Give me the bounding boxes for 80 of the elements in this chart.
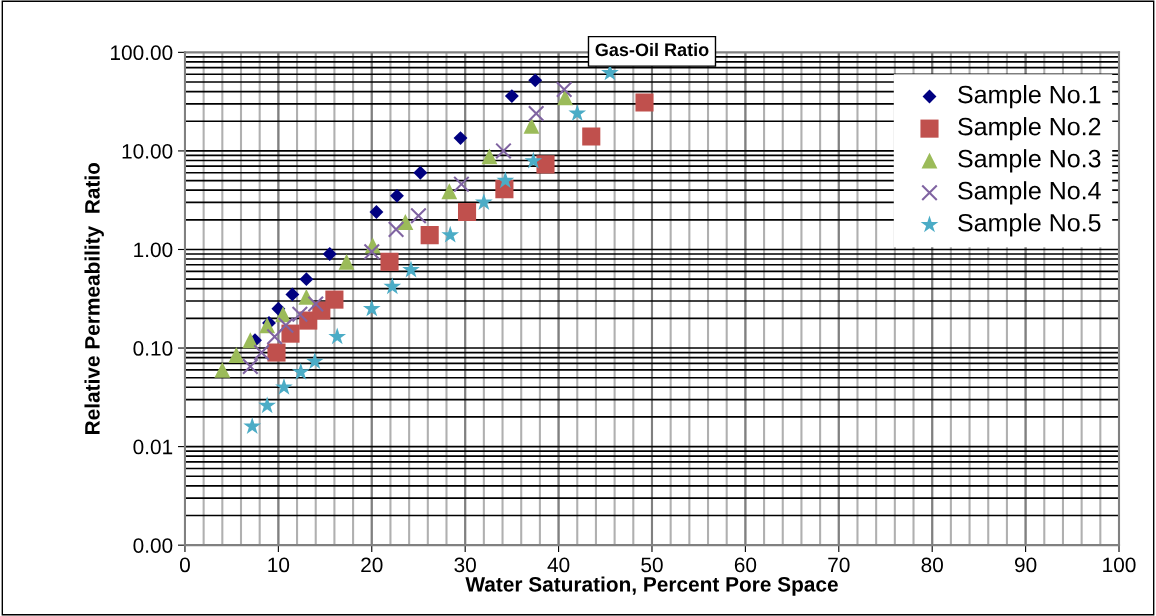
x-tick-label: 90: [1014, 557, 1037, 573]
legend-label: Sample No.4: [958, 181, 1101, 205]
point: [441, 183, 458, 200]
x-axis-title: Water Saturation, Percent Pore Space: [465, 576, 838, 596]
point: [420, 226, 439, 245]
point: [298, 289, 315, 305]
legend-label: Sample No.3: [958, 149, 1101, 173]
point: [457, 202, 477, 222]
point: [267, 343, 286, 362]
x-tick-label: 80: [921, 557, 943, 573]
point: [291, 305, 309, 323]
point: [258, 396, 277, 414]
point: [413, 165, 428, 180]
x-tick-label: 20: [361, 557, 383, 573]
point: [568, 104, 587, 121]
x-tick-label: 30: [454, 557, 476, 573]
x-tick-label: 50: [641, 557, 663, 573]
point: [328, 327, 347, 345]
point: [285, 287, 300, 302]
point: [291, 362, 310, 380]
point: [369, 205, 384, 219]
point: [281, 324, 300, 343]
point: [635, 93, 654, 112]
x-tick-label: 10: [268, 557, 290, 573]
point: [243, 417, 262, 435]
y-axis-title: Relative Permeability Ratio: [84, 162, 104, 434]
point: [390, 188, 404, 203]
point: [325, 290, 344, 309]
y-tick-label: 1.00: [134, 242, 173, 258]
point: [527, 105, 545, 122]
point: [453, 175, 470, 193]
point: [214, 361, 231, 378]
point: [523, 117, 540, 134]
point: [253, 344, 270, 361]
point: [441, 225, 460, 243]
point: [266, 328, 283, 346]
x-tick-label: 100: [1103, 557, 1136, 573]
point: [228, 347, 245, 363]
point: [338, 253, 355, 270]
point: [307, 295, 325, 313]
point: [495, 142, 512, 160]
point: [410, 207, 427, 225]
point: [275, 306, 291, 323]
point: [387, 221, 405, 238]
point: [504, 89, 519, 104]
point: [555, 81, 573, 98]
point: [383, 277, 402, 295]
y-tick-label: 0.00: [133, 538, 173, 553]
chart-title: Gas-Oil Ratio: [595, 42, 709, 57]
point: [362, 299, 381, 317]
point: [363, 243, 381, 260]
point: [242, 332, 259, 349]
x-tick-label: 0: [179, 557, 190, 573]
point: [322, 247, 337, 261]
point: [299, 272, 314, 287]
point: [242, 358, 259, 375]
point: [474, 193, 493, 210]
x-tick-label: 40: [547, 557, 570, 573]
legend-label: Sample No.5: [958, 213, 1101, 237]
y-tick-label: 10.00: [122, 143, 173, 159]
point: [528, 73, 543, 88]
legend-label: Sample No.2: [958, 117, 1101, 141]
x-tick-label: 60: [734, 557, 757, 573]
point: [275, 377, 293, 395]
point: [481, 148, 498, 165]
point: [380, 252, 399, 271]
y-tick-label: 0.10: [133, 341, 173, 356]
y-tick-label: 100.00: [111, 45, 173, 61]
y-tick-label: 0.01: [133, 439, 173, 455]
point: [453, 131, 468, 146]
point: [277, 317, 295, 334]
point: [536, 155, 555, 174]
point: [524, 151, 543, 169]
point: [305, 352, 324, 370]
point: [402, 260, 420, 278]
point: [496, 171, 515, 189]
x-tick-label: 70: [828, 557, 850, 573]
point: [582, 127, 601, 146]
point: [557, 89, 574, 106]
legend-label: Sample No.1: [958, 85, 1101, 109]
